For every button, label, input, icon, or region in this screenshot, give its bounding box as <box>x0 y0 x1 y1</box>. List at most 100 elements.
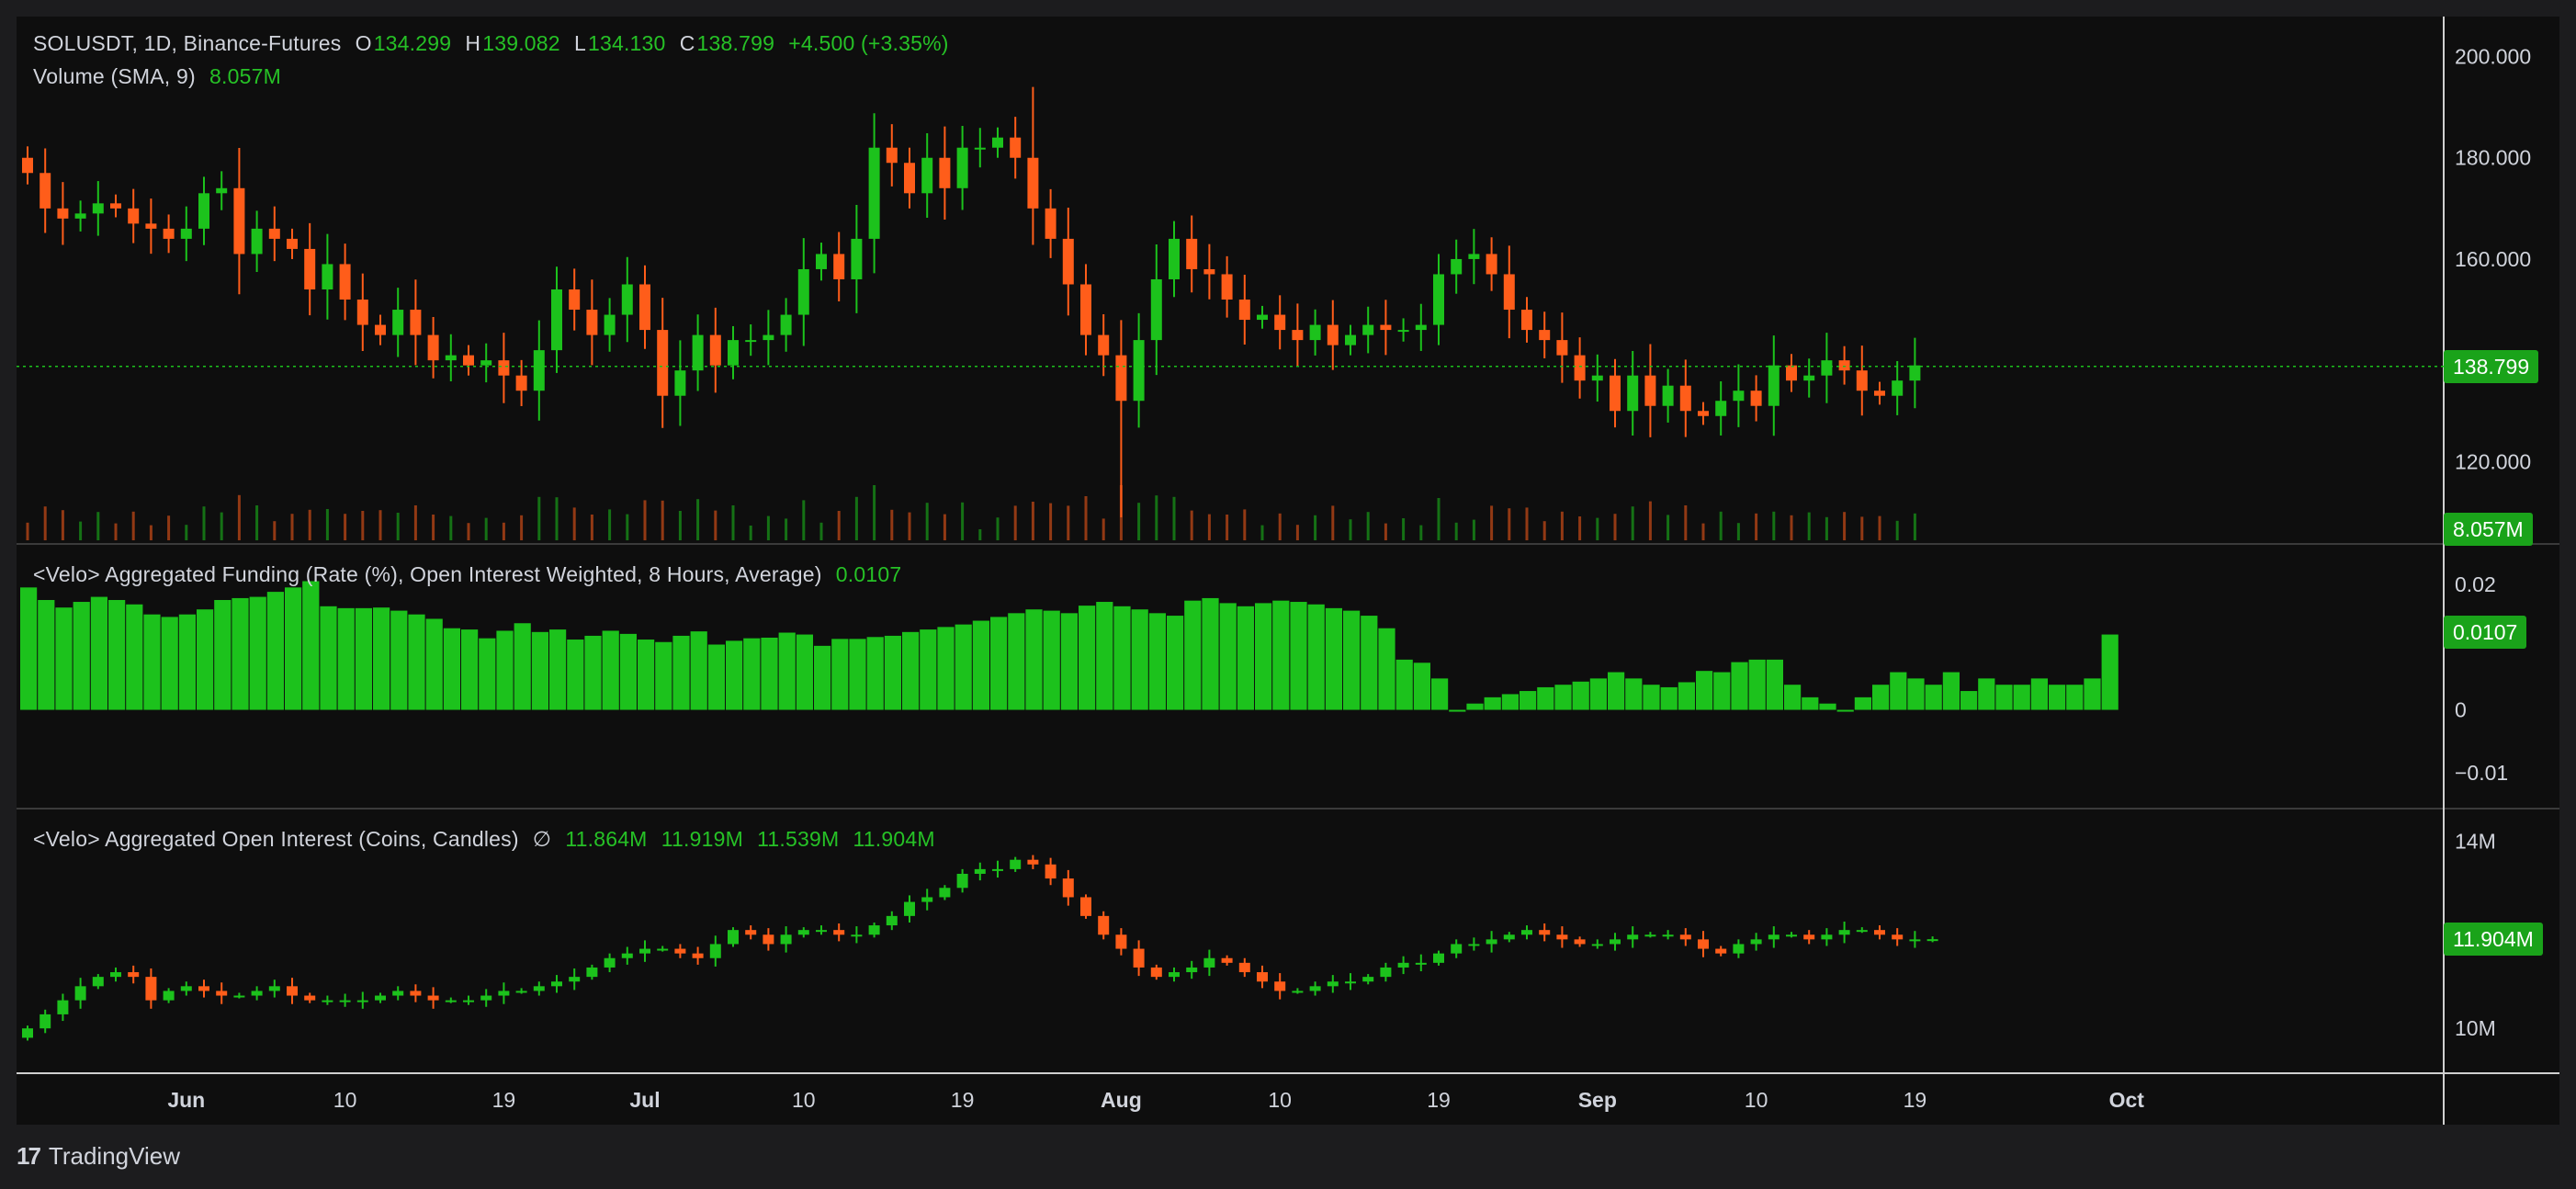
price-candle <box>780 314 792 335</box>
high-label: H <box>465 31 481 55</box>
oi-candle <box>904 901 915 916</box>
oi-candle <box>1468 944 1480 946</box>
funding-bar <box>1836 709 1854 712</box>
price-candle <box>1451 258 1463 275</box>
volume-bar <box>43 506 47 540</box>
tradingview-brand[interactable]: TradingView <box>48 1141 180 1170</box>
tradingview-logo-icon[interactable]: 17 <box>17 1141 41 1170</box>
price-candle <box>1909 365 1921 381</box>
funding-bar <box>1466 703 1484 710</box>
funding-bar <box>1361 616 1378 710</box>
price-candle <box>427 334 439 361</box>
volume-bar <box>1878 515 1881 540</box>
volume-bar <box>1701 523 1705 540</box>
funding-bar <box>831 639 849 710</box>
price-candle <box>1874 391 1885 396</box>
oi-candle <box>1556 934 1568 940</box>
volume-bar <box>696 499 700 540</box>
oi-indicator-label[interactable]: <Velo> Aggregated Open Interest (Coins, … <box>33 827 519 851</box>
price-candle <box>268 228 280 239</box>
oi-axis-tick-label: 10M <box>2455 1016 2496 1040</box>
price-candle <box>639 284 650 331</box>
funding-legend[interactable]: <Velo> Aggregated Funding (Rate (%), Ope… <box>33 562 903 587</box>
volume-bar <box>590 515 593 540</box>
funding-bar <box>2084 678 2101 710</box>
volume-bar <box>273 521 277 540</box>
funding-bar <box>1572 681 1589 710</box>
symbol-label[interactable]: SOLUSDT, 1D, Binance-Futures <box>33 31 342 55</box>
funding-bar <box>1449 709 1466 712</box>
volume-bar <box>484 517 488 540</box>
low-value: 134.130 <box>587 31 666 55</box>
volume-bar <box>1472 519 1475 540</box>
oi-open-value: 11.864M <box>565 827 648 851</box>
funding-bar <box>161 617 178 710</box>
oi-candle <box>1750 939 1762 945</box>
volume-bar <box>785 518 788 540</box>
volume-bar <box>255 505 259 540</box>
oi-candle <box>1415 962 1427 965</box>
funding-bar <box>1890 672 1907 710</box>
funding-bar <box>602 630 619 710</box>
oi-candle <box>956 873 968 889</box>
main-legend[interactable]: SOLUSDT, 1D, Binance-Futures O134.299 H1… <box>33 31 951 56</box>
volume-legend[interactable]: Volume (SMA, 9) 8.057M <box>33 64 283 89</box>
volume-bar <box>1172 496 1176 540</box>
oi-low-value: 11.539M <box>757 827 840 851</box>
funding-bar <box>619 633 637 710</box>
funding-bar <box>2030 678 2048 710</box>
funding-axis-tick-label: 0 <box>2455 698 2467 722</box>
volume-bar <box>802 500 806 540</box>
price-candle <box>1062 238 1074 285</box>
oi-candle <box>586 967 598 978</box>
funding-bar <box>2049 685 2066 710</box>
price-candle <box>886 147 898 164</box>
oi-candle <box>128 972 140 978</box>
volume-bar <box>1207 514 1211 540</box>
price-candle <box>621 284 633 315</box>
funding-bar <box>1413 662 1430 710</box>
funding-bar <box>743 638 761 710</box>
volume-bar <box>149 525 153 540</box>
oi-candle <box>1327 981 1339 987</box>
price-candle <box>1574 355 1586 381</box>
oi-candle <box>1238 962 1250 973</box>
oi-candle <box>92 977 104 987</box>
price-candle <box>1433 274 1444 325</box>
funding-bar <box>514 623 531 710</box>
volume-bar <box>378 510 382 540</box>
price-candle <box>1733 391 1745 402</box>
volume-bar <box>1137 503 1141 540</box>
funding-bar <box>937 627 955 710</box>
chart-area[interactable] <box>17 17 2559 1125</box>
funding-indicator-label[interactable]: <Velo> Aggregated Funding (Rate (%), Ope… <box>33 562 822 586</box>
funding-bar <box>1343 610 1361 710</box>
price-candle <box>1327 324 1339 345</box>
funding-bar <box>849 639 866 710</box>
oi-legend[interactable]: <Velo> Aggregated Open Interest (Coins, … <box>33 827 937 852</box>
volume-bar <box>1755 513 1758 540</box>
price-candle <box>498 360 510 376</box>
time-axis-tick-label: Jul <box>629 1088 660 1112</box>
funding-bar <box>1131 609 1148 710</box>
oi-candle <box>57 1000 69 1014</box>
oi-candle <box>1786 934 1797 937</box>
funding-bar <box>690 631 707 710</box>
volume-indicator-label[interactable]: Volume (SMA, 9) <box>33 64 196 88</box>
oi-high-value: 11.919M <box>661 827 743 851</box>
oi-candle <box>692 953 704 958</box>
oi-candle <box>851 934 863 937</box>
price-axis-tick-label: 200.000 <box>2455 45 2531 69</box>
oi-candle <box>1821 934 1833 940</box>
volume-bar <box>873 485 876 540</box>
oi-candle <box>463 1000 474 1002</box>
funding-bar <box>1660 686 1678 710</box>
funding-bar <box>1325 607 1342 710</box>
price-candle <box>1238 300 1250 321</box>
price-candles <box>22 86 1921 517</box>
funding-bar <box>73 602 90 710</box>
oi-candle <box>1733 944 1745 954</box>
price-candle <box>1380 324 1392 331</box>
footer[interactable]: 17 TradingView <box>17 1138 180 1174</box>
